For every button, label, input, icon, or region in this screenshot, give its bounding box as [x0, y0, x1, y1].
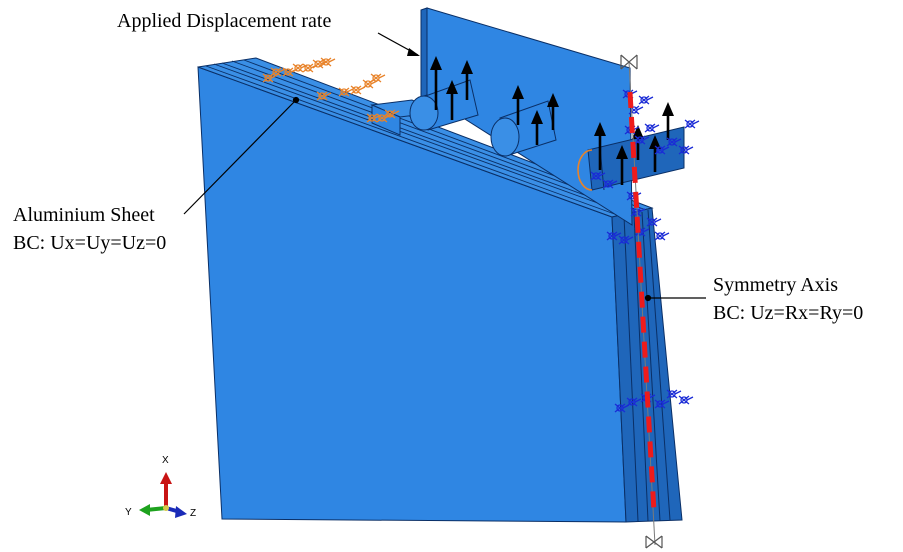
- symmetry-end-symbol-top: [620, 54, 638, 70]
- symmetry-bc-symbol: [654, 231, 670, 241]
- fixed-bc-symbol: [270, 67, 286, 77]
- symmetry-bc-symbol: [638, 95, 654, 105]
- symmetry-bc-symbol: [644, 123, 660, 133]
- label-applied-displacement: Applied Displacement rate: [117, 10, 331, 32]
- symmetry-bc-symbol: [666, 389, 682, 399]
- symmetry-bc-symbol: [626, 397, 642, 407]
- fixed-bc-symbol: [350, 85, 366, 95]
- triad-x-label: X: [162, 455, 169, 466]
- pin-cylinder-2: [490, 100, 557, 157]
- leader-aluminium-sheet: [183, 99, 297, 215]
- label-aluminium-bc: BC: Ux=Uy=Uz=0: [13, 232, 166, 254]
- symmetry-bc-symbol: [678, 145, 694, 155]
- side-strip-layer-lines: [623, 209, 671, 522]
- symmetry-bc-symbol: [606, 231, 622, 241]
- loading-plate-side: [420, 7, 428, 98]
- label-aluminium-sheet: Aluminium Sheet: [13, 204, 155, 226]
- symmetry-axis-line: [627, 91, 657, 513]
- fixed-bc-symbol: [338, 87, 354, 97]
- symmetry-bc-symbol: [654, 145, 670, 155]
- triad-z-label: Z: [190, 508, 196, 519]
- coordinate-triad: X Y Z: [125, 455, 196, 519]
- symmetry-bc-symbol: [684, 119, 700, 129]
- symmetry-bc-symbol: [654, 399, 670, 409]
- symmetry-bc-symbol: [678, 395, 694, 405]
- label-symmetry-bc: BC: Uz=Rx=Ry=0: [713, 302, 863, 324]
- fixed-bc-symbol: [320, 57, 336, 67]
- symmetry-bc-symbol: [618, 235, 634, 245]
- symmetry-bc-symbol: [646, 217, 662, 227]
- pin-cylinder-3: [577, 126, 685, 191]
- displacement-arrows: [430, 56, 674, 185]
- triad-y-label: Y: [125, 507, 132, 518]
- symmetry-bc-symbol: [614, 403, 630, 413]
- fixed-bc-symbol: [302, 63, 318, 73]
- fixed-bc-symbol: [292, 63, 308, 73]
- leader-lines: [183, 32, 706, 302]
- symmetry-end-symbol-bottom: [645, 535, 663, 549]
- fixed-bc-symbol: [384, 109, 400, 119]
- fixed-bc-symbol: [316, 91, 332, 101]
- label-symmetry-axis: Symmetry Axis: [713, 274, 838, 296]
- fixed-bc-symbol: [312, 59, 328, 69]
- symmetry-bc-symbol: [590, 171, 606, 181]
- symmetry-bc-symbol: [602, 179, 618, 189]
- fixed-bc-symbols: [262, 57, 400, 123]
- symmetry-bc-symbol: [630, 207, 646, 217]
- symmetry-bc-symbol: [666, 137, 682, 147]
- pin-cylinder-1: [409, 79, 479, 131]
- symmetry-bc-symbol: [634, 135, 650, 145]
- fixed-bc-symbol: [370, 73, 386, 83]
